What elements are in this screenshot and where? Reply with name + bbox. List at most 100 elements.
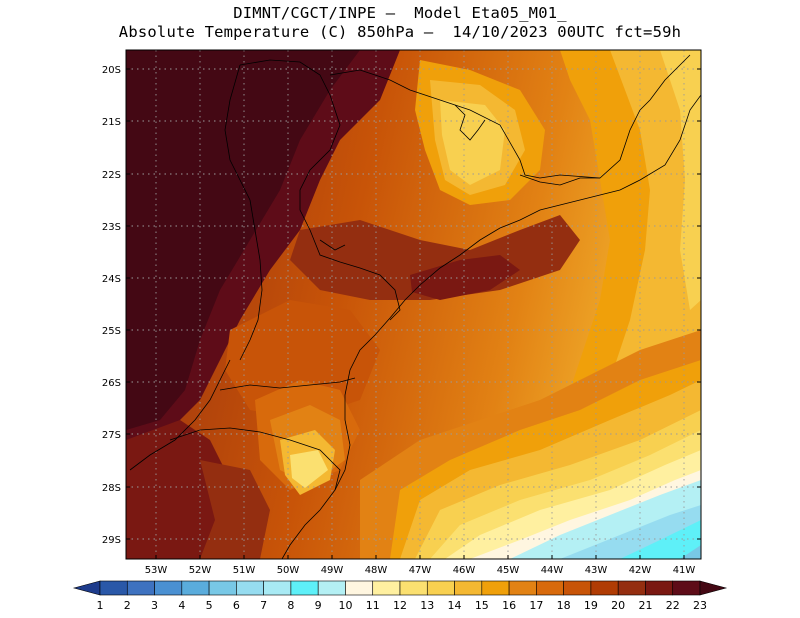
contour-sp-coast-21 — [290, 215, 580, 300]
border-sc-rs — [169, 427, 341, 491]
colorbar-swatch — [536, 580, 564, 596]
colorbar-high-arrow — [699, 580, 728, 596]
colorbar-swatch — [481, 580, 510, 596]
colorbar-swatch — [399, 580, 428, 596]
lon-label: 44W — [541, 565, 564, 576]
colorbar-label: 11 — [366, 599, 380, 612]
colorbar-label: 5 — [206, 599, 213, 612]
lon-labels: 53W 52W 51W 50W 49W 48W 47W 46W 45W 44W … — [145, 565, 696, 576]
colorbar-label: 1 — [97, 599, 104, 612]
lon-tick-marks — [155, 555, 685, 559]
lat-label: 25S — [102, 326, 121, 337]
colorbar-label: 7 — [260, 599, 267, 612]
lat-label: 29S — [102, 535, 121, 546]
contour-9b — [620, 520, 701, 559]
border-arg — [129, 359, 231, 471]
colorbar-swatch — [563, 580, 592, 596]
colorbar-swatch — [290, 580, 319, 596]
colorbar-label: 15 — [475, 599, 489, 612]
contour-20w — [200, 460, 270, 559]
colorbar-label: 19 — [584, 599, 598, 612]
colorbar-label: 10 — [338, 599, 352, 612]
colorbar-swatch — [426, 580, 455, 596]
temperature-field — [126, 50, 701, 559]
colorbar-label: 2 — [124, 599, 131, 612]
lat-label: 23S — [102, 222, 121, 233]
colorbar-swatch — [154, 580, 183, 596]
contour-23 — [126, 50, 360, 430]
colorbar-label: 8 — [287, 599, 294, 612]
lat-labels: 20S 21S 22S 23S 24S 25S 26S 27S 28S 29S — [102, 65, 121, 546]
colorbar-label: 16 — [502, 599, 516, 612]
colorbar-label: 20 — [611, 599, 625, 612]
contour-sp-coast-22 — [410, 255, 520, 300]
colorbar-label: 9 — [315, 599, 322, 612]
lon-label: 49W — [321, 565, 344, 576]
map-title-line-1: DIMNT/CGCT/INPE – Model Eta05_M01_ — [233, 4, 567, 22]
border-mg-es — [639, 54, 691, 111]
colorbar-swatch — [181, 580, 210, 596]
border-west — [224, 64, 251, 201]
lat-label: 27S — [102, 430, 121, 441]
colorbar-swatch — [590, 580, 619, 596]
lon-label: 52W — [189, 565, 212, 576]
lon-label: 46W — [453, 565, 476, 576]
lon-label: 47W — [409, 565, 432, 576]
lon-label: 51W — [233, 565, 256, 576]
colorbar-label: 3 — [151, 599, 158, 612]
colorbar-label: 13 — [420, 599, 434, 612]
colorbar-swatch — [617, 580, 646, 596]
colorbar-label: 22 — [666, 599, 680, 612]
political-boundaries — [129, 54, 701, 559]
colorbar-label: 6 — [233, 599, 240, 612]
colorbar-label: 21 — [638, 599, 652, 612]
lat-label: 22S — [102, 170, 121, 181]
map-frame — [125, 49, 702, 560]
contour-15 — [660, 50, 701, 310]
colorbar: 1 2 3 4 5 6 7 8 9 10 11 12 13 14 15 16 17 18 19 20 21 22 23 — [72, 580, 728, 612]
lat-label: 26S — [102, 378, 121, 389]
lat-label: 24S — [102, 274, 121, 285]
border-pr-sc — [219, 377, 356, 391]
lat-label: 20S — [102, 65, 121, 76]
border-mg-rj — [519, 174, 600, 186]
lon-label: 53W — [145, 565, 168, 576]
contour-21 — [126, 420, 230, 559]
colorbar-swatch — [208, 580, 237, 596]
lon-label: 50W — [277, 565, 300, 576]
colorbar-label: 23 — [693, 599, 707, 612]
reservoirs — [319, 104, 486, 251]
lon-label: 43W — [585, 565, 608, 576]
colorbar-swatch — [345, 580, 374, 596]
colorbar-swatch — [454, 580, 483, 596]
contour-8b — [680, 545, 701, 559]
colorbar-label: 4 — [178, 599, 185, 612]
contour-coast-13 — [290, 450, 328, 488]
colorbar-swatch — [236, 580, 264, 596]
border-sp-pr — [309, 229, 401, 321]
colorbar-label: 17 — [529, 599, 543, 612]
colorbar-low-arrow — [72, 580, 101, 596]
lon-label: 42W — [629, 565, 652, 576]
lat-label: 21S — [102, 117, 121, 128]
colorbar-swatch — [126, 580, 155, 596]
colorbar-swatch — [263, 580, 292, 596]
lat-label: 28S — [102, 483, 121, 494]
colorbar-label: 18 — [557, 599, 571, 612]
lat-tick-marks — [126, 68, 701, 540]
border-sp-mg — [329, 69, 641, 179]
colorbar-label: 14 — [448, 599, 462, 612]
colorbar-swatch — [672, 580, 701, 596]
graticule — [126, 50, 701, 559]
map-title-line-2: Absolute Temperature (C) 850hPa – 14/10/… — [118, 23, 682, 41]
border-ms-sp — [239, 59, 341, 231]
border-pr-py — [239, 199, 263, 361]
colorbar-swatch — [317, 580, 346, 596]
colorbar-label: 12 — [393, 599, 407, 612]
colorbar-swatch — [372, 580, 401, 596]
lon-label: 41W — [673, 565, 696, 576]
colorbar-swatch — [645, 580, 674, 596]
lon-label: 48W — [365, 565, 388, 576]
coastline — [281, 94, 701, 559]
